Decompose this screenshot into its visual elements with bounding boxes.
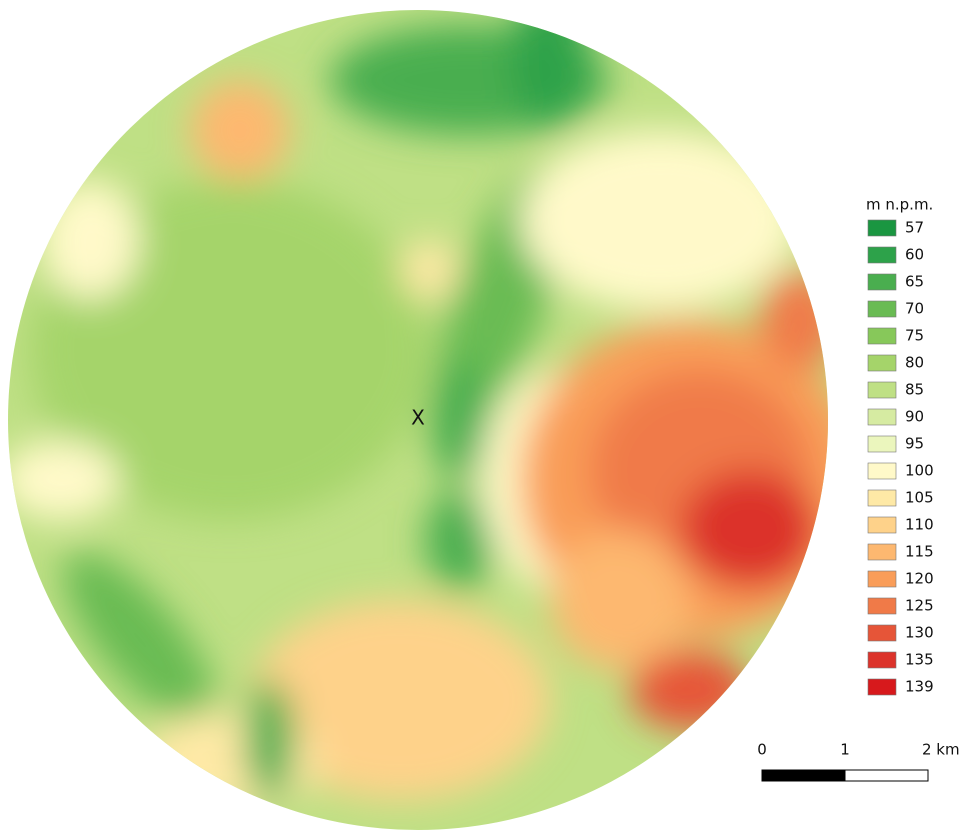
scale-label: 1 [840, 741, 850, 759]
legend-label: 57 [905, 219, 924, 237]
legend-label: 110 [905, 516, 934, 534]
legend-swatch [868, 220, 896, 236]
legend-label: 100 [905, 462, 934, 480]
legend-swatch [868, 274, 896, 290]
legend-swatch [868, 598, 896, 614]
legend-swatch [868, 355, 896, 371]
scale-label: 0 [757, 741, 767, 759]
legend-label: 135 [905, 651, 934, 669]
legend-swatch [868, 571, 896, 587]
map-figure: X m n.p.m. 57606570758085909510010511011… [0, 0, 967, 830]
legend: 57 60 65 70 75 80 85 90 95 100 105 110 115 120 125 130 1… [868, 219, 934, 696]
legend-label: 105 [905, 489, 934, 507]
scale-bar-segment [762, 770, 845, 781]
legend-title: m n.p.m. [866, 196, 933, 214]
legend-swatch [868, 409, 896, 425]
legend-swatch [868, 679, 896, 695]
legend-label: 125 [905, 597, 934, 615]
legend-swatch [868, 328, 896, 344]
legend-label: 90 [905, 408, 924, 426]
legend-swatch [868, 625, 896, 641]
legend-label: 60 [905, 246, 924, 264]
legend-swatch [868, 463, 896, 479]
legend-swatch [868, 652, 896, 668]
legend-label: 95 [905, 435, 924, 453]
legend-swatch [868, 247, 896, 263]
legend-swatch [868, 301, 896, 317]
scale-label: 2 km [922, 741, 960, 759]
elevation-raster [0, 0, 860, 830]
legend-label: 120 [905, 570, 934, 588]
legend-label: 65 [905, 273, 924, 291]
legend-swatch [868, 517, 896, 533]
scale-bar: 0 1 2 km [757, 741, 959, 782]
legend-label: 75 [905, 327, 924, 345]
legend-label: 130 [905, 624, 934, 642]
legend-label: 85 [905, 381, 924, 399]
marker-label: X [411, 406, 425, 430]
scale-bar-segment [845, 770, 928, 781]
legend-label: 139 [905, 678, 934, 696]
legend-swatch [868, 436, 896, 452]
legend-label: 70 [905, 300, 924, 318]
legend-label: 115 [905, 543, 934, 561]
legend-swatch [868, 544, 896, 560]
legend-swatch [868, 382, 896, 398]
legend-swatch [868, 490, 896, 506]
legend-label: 80 [905, 354, 924, 372]
